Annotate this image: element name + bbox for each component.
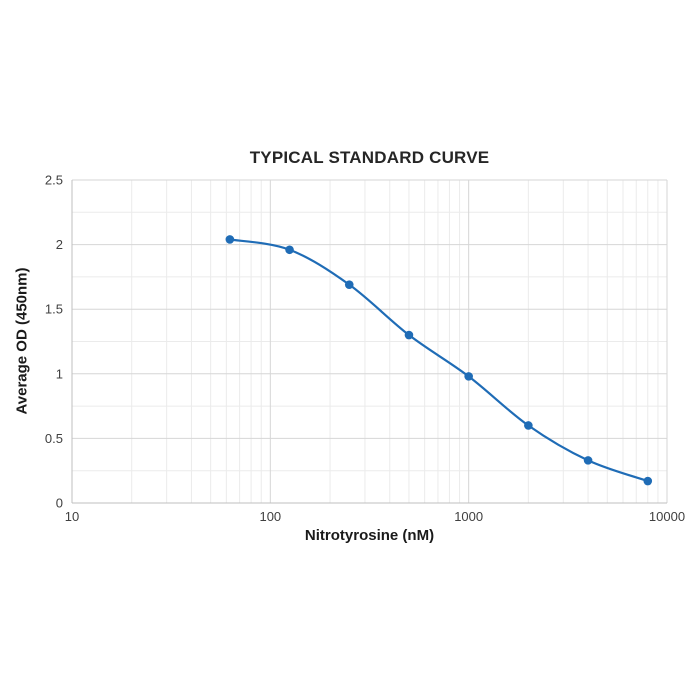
x-tick-label: 10 [65, 509, 79, 524]
data-point-marker [464, 372, 473, 381]
y-tick-label: 0.5 [45, 431, 63, 446]
x-tick-label: 100 [259, 509, 281, 524]
chart-title: TYPICAL STANDARD CURVE [249, 148, 490, 167]
data-point-marker [344, 280, 354, 289]
data-point-marker [583, 456, 593, 465]
data-point-marker [285, 245, 294, 255]
y-tick-label: 2.5 [45, 173, 63, 188]
x-tick-label: 1000 [454, 509, 483, 524]
x-axis-label: Nitrotyrosine (nM) [304, 527, 435, 544]
data-point-marker [643, 476, 653, 486]
data-point-marker [225, 235, 235, 244]
y-tick-label: 0 [56, 496, 63, 511]
y-tick-label: 2 [56, 237, 63, 252]
data-point-marker [404, 330, 414, 340]
y-tick-label: 1.5 [45, 302, 63, 317]
standard-curve-line [228, 238, 649, 483]
x-tick-label: 10000 [649, 509, 685, 524]
y-tick-label: 1 [56, 366, 63, 381]
data-point-marker [524, 421, 533, 430]
